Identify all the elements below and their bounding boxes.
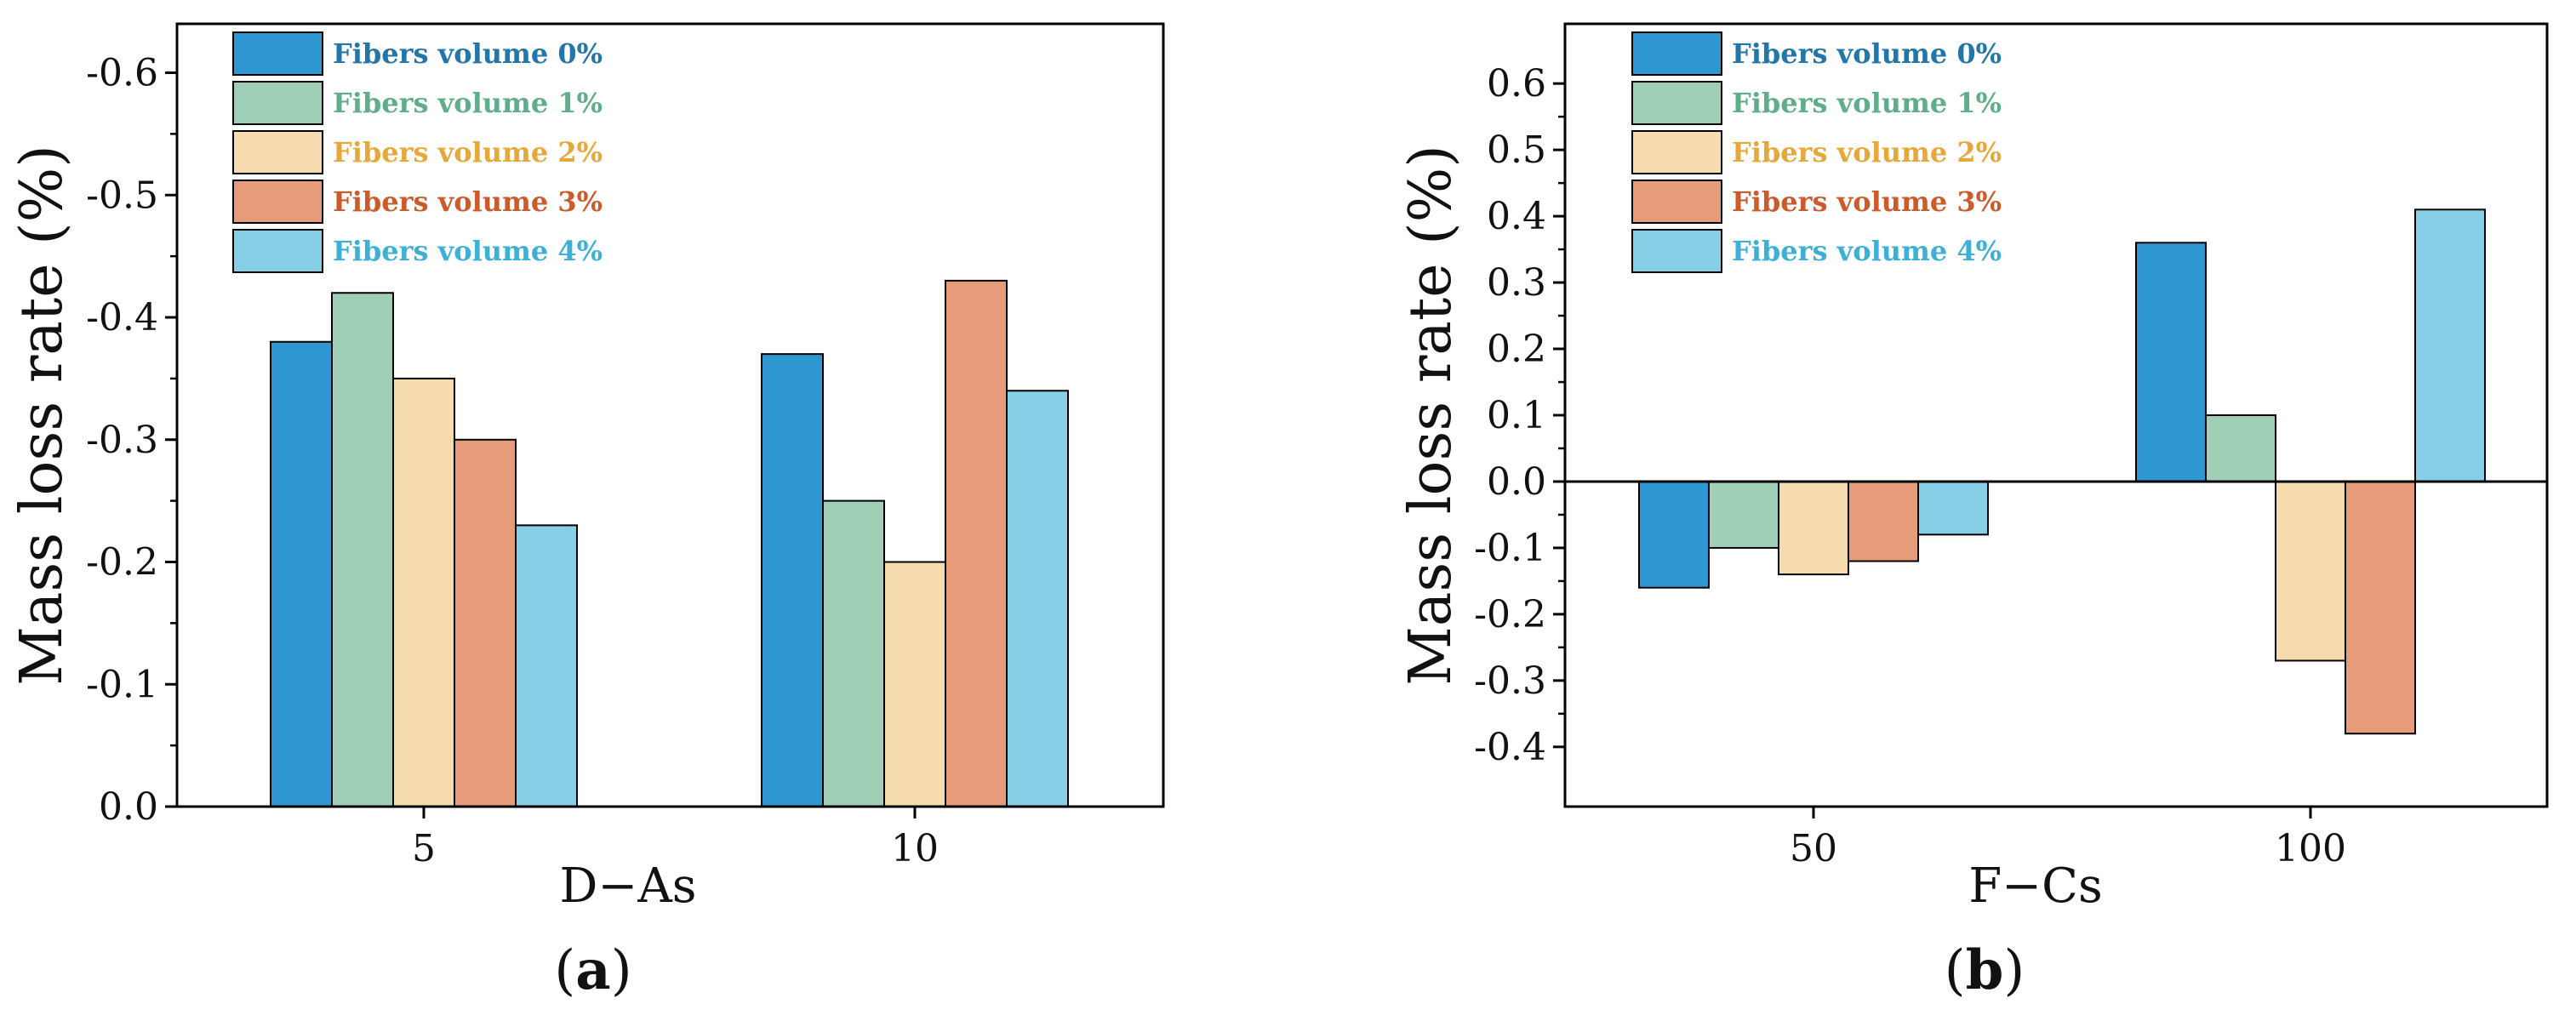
y-tick-label-a-1: -0.1 — [86, 663, 158, 706]
y-tick-label-b-9: 0.5 — [1487, 128, 1546, 172]
legend-swatch-a-2 — [232, 130, 323, 174]
y-tick-label-b-7: 0.3 — [1487, 261, 1546, 305]
legend-label-a-2: Fibers volume 2% — [333, 136, 603, 168]
bar-a-s3-c1 — [945, 279, 1008, 807]
bar-a-s2-c0 — [392, 377, 455, 807]
legend-label-b-3: Fibers volume 3% — [1732, 185, 2002, 218]
y-tick-label-b-10: 0.6 — [1487, 62, 1546, 106]
chart-panel-b: -0.4 -0.3 -0.2 -0.1 0.0 0.1 0.2 0.3 0.4 0.5 0.6 50 1… — [1397, 22, 2549, 1002]
bar-a-s4-c1 — [1006, 390, 1069, 807]
y-tick-label-a-3: -0.3 — [86, 419, 158, 462]
y-tick-label-a-4: -0.4 — [86, 296, 158, 339]
legend-swatch-b-3 — [1631, 180, 1722, 224]
bar-b-s0-c1 — [2135, 242, 2207, 482]
bar-a-s2-c1 — [883, 561, 946, 807]
bar-b-s2-c1 — [2275, 480, 2346, 662]
bar-b-s4-c1 — [2414, 208, 2486, 482]
panel-label-open-paren: ( — [1945, 939, 1966, 1002]
x-tick-label-b-1: 100 — [2275, 827, 2346, 870]
bar-a-s0-c1 — [761, 353, 824, 807]
legend-swatch-a-4 — [232, 229, 323, 273]
legend-swatch-b-0 — [1631, 31, 1722, 76]
y-tick-label-b-5: 0.1 — [1487, 394, 1546, 437]
legend-swatch-a-0 — [232, 31, 323, 76]
panel-label-close-paren: ) — [611, 939, 632, 1002]
panel-label-close-paren: ) — [2003, 939, 2025, 1002]
panel-label-letter: a — [575, 938, 610, 1002]
chart-panel-a: 0.0 -0.1 -0.2 -0.3 -0.4 -0.5 -0.6 5 10 D−As Mass l… — [9, 22, 1165, 1002]
legend-label-a-4: Fibers volume 4% — [333, 235, 603, 267]
y-tick-label-b-4: 0.0 — [1487, 460, 1546, 504]
y-tick-label-a-5: -0.5 — [86, 174, 158, 217]
legend-swatch-b-1 — [1631, 81, 1722, 125]
x-tick-label-a-0: 5 — [412, 827, 436, 870]
panel-label-b: (b) — [1945, 938, 2025, 1002]
x-tick-label-b-0: 50 — [1790, 827, 1837, 870]
y-tick-label-b-6: 0.2 — [1487, 328, 1546, 371]
y-axis-title-a: Mass loss rate (%) — [9, 145, 76, 686]
y-tick-label-b-8: 0.4 — [1487, 195, 1546, 238]
legend-label-b-0: Fibers volume 0% — [1732, 37, 2002, 70]
panel-label-a: (a) — [554, 938, 631, 1002]
bar-a-s1-c1 — [822, 499, 885, 807]
y-tick-label-a-6: -0.6 — [86, 52, 158, 95]
legend-label-b-4: Fibers volume 4% — [1732, 235, 2002, 267]
y-tick-label-b-1: -0.3 — [1474, 659, 1546, 703]
bar-a-s1-c0 — [331, 292, 394, 807]
bar-b-s3-c0 — [1848, 480, 1919, 562]
bar-b-s3-c1 — [2345, 480, 2416, 735]
bar-b-s1-c1 — [2205, 414, 2276, 482]
y-axis-title-b: Mass loss rate (%) — [1397, 145, 1465, 686]
bar-a-s0-c0 — [270, 340, 333, 807]
legend-swatch-b-4 — [1631, 229, 1722, 273]
legend-swatch-b-2 — [1631, 130, 1722, 174]
x-axis-title-b: F−Cs — [1968, 858, 2102, 914]
bar-b-s2-c0 — [1778, 480, 1849, 576]
y-tick-label-a-2: -0.2 — [86, 541, 158, 585]
legend-label-b-1: Fibers volume 1% — [1732, 87, 2002, 119]
y-tick-label-b-0: -0.4 — [1474, 726, 1546, 769]
bar-a-s4-c0 — [515, 524, 578, 807]
legend-label-a-3: Fibers volume 3% — [333, 185, 603, 218]
bar-b-s4-c0 — [1917, 480, 1989, 536]
panel-label-letter: b — [1966, 938, 2004, 1002]
panel-label-open-paren: ( — [554, 939, 575, 1002]
x-axis-title-a: D−As — [560, 858, 697, 914]
legend-label-a-0: Fibers volume 0% — [333, 37, 603, 70]
bar-b-s0-c0 — [1638, 480, 1710, 589]
y-tick-label-b-2: -0.2 — [1474, 593, 1546, 636]
bar-a-s3-c0 — [454, 438, 517, 807]
legend-swatch-a-1 — [232, 81, 323, 125]
y-tick-label-a-0: 0.0 — [99, 785, 158, 829]
y-tick-label-b-3: -0.1 — [1474, 527, 1546, 570]
legend-b: Fibers volume 0% Fibers volume 1% Fibers v… — [1631, 31, 2002, 273]
legend-label-b-2: Fibers volume 2% — [1732, 136, 2002, 168]
bar-b-s1-c0 — [1708, 480, 1779, 549]
plot-frame-a — [175, 22, 1165, 808]
legend-label-a-1: Fibers volume 1% — [333, 87, 603, 119]
legend-swatch-a-3 — [232, 180, 323, 224]
legend-a: Fibers volume 0% Fibers volume 1% Fibers v… — [232, 31, 603, 273]
x-tick-label-a-1: 10 — [891, 827, 939, 870]
